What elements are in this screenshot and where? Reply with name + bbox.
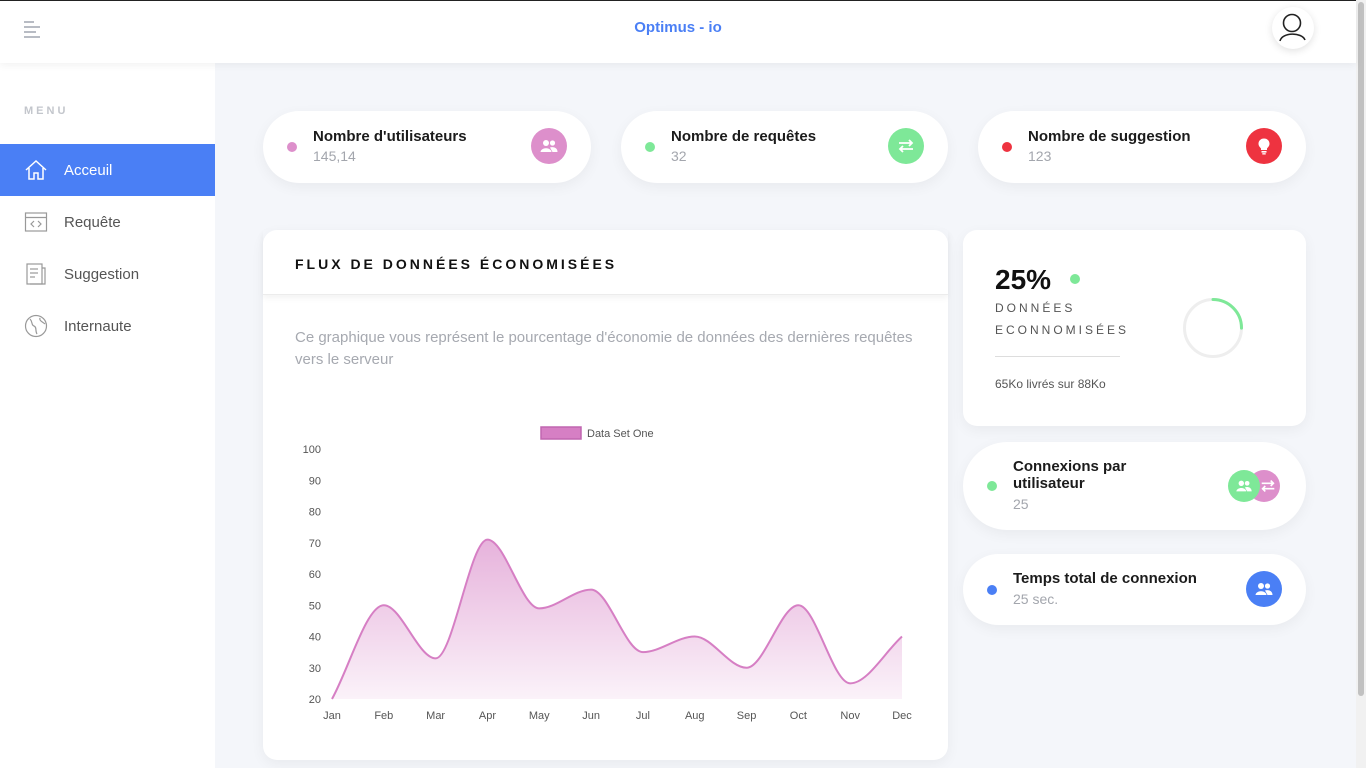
sidebar-item-label: Requête [64,213,121,231]
x-tick-label: Dec [892,710,912,722]
y-tick-label: 70 [309,538,321,550]
temps-value: 25 sec. [1013,591,1059,607]
page-scrollbar[interactable] [1356,0,1366,768]
chart-description: Ce graphique vous représent le pourcenta… [295,329,913,368]
x-tick-label: Oct [790,710,807,722]
temps-title: Temps total de connexion [1013,570,1197,587]
status-dot [987,585,997,595]
x-tick-label: Jul [636,710,650,722]
sidebar-item-acceuil[interactable]: Acceuil [0,144,215,196]
savings-detail: 65Ko livrés sur 88Ko [995,377,1106,391]
y-tick-label: 100 [303,444,321,456]
x-tick-label: Aug [685,710,705,722]
savings-percent: 25% [995,264,1052,295]
scrollbar-thumb[interactable] [1358,2,1364,696]
stat-title: Nombre de requêtes [671,128,817,145]
stat-title: Nombre de suggestion [1028,128,1191,145]
chart-card: FLUX DE DONNÉES ÉCONOMISÉES Ce graphique… [263,230,948,760]
sidebar-item-label: Acceuil [64,161,113,179]
stat-value: 145,14 [313,148,356,164]
x-tick-label: Feb [374,710,393,722]
sidebar-item-label: Suggestion [64,265,140,283]
savings-label-line1: DONNÉES [995,301,1076,315]
y-tick-label: 40 [309,632,321,644]
y-tick-label: 30 [309,663,321,675]
home-icon [25,159,47,180]
app-title: Optimus - io [634,19,722,36]
user-icon [1279,13,1306,42]
status-dot [1002,142,1012,152]
status-dot [645,142,655,152]
y-tick-label: 90 [309,475,321,487]
connexions-value: 25 [1013,496,1029,512]
lightbulb-icon [1246,128,1282,164]
y-tick-label: 80 [309,507,321,519]
data-savings-card: 25% DONNÉES ECONNOMISÉES 65Ko livrés sur… [963,230,1306,426]
series-line [331,538,903,700]
x-tick-label: Sep [737,710,757,722]
sidebar-item-requete[interactable]: Requête [0,196,215,248]
sidebar-item-internaute[interactable]: Internaute [0,300,215,352]
sidebar-item-suggestion[interactable]: Suggestion [0,248,215,300]
chart-card-title: FLUX DE DONNÉES ÉCONOMISÉES [295,256,618,272]
stat-title: Nombre d'utilisateurs [313,128,467,145]
y-tick-label: 50 [309,600,321,612]
x-tick-label: May [529,710,550,722]
stat-value: 123 [1028,148,1052,164]
x-tick-label: Jun [582,710,600,722]
chart-card-header: FLUX DE DONNÉES ÉCONOMISÉES [263,230,948,295]
user-avatar[interactable] [1272,7,1314,49]
users-icon [1228,470,1260,502]
status-dot [287,142,297,152]
x-tick-label: Jan [323,710,341,722]
y-tick-label: 60 [309,569,321,581]
swap-arrows-icon [888,128,924,164]
status-dot [987,481,997,491]
connexions-title-line2: utilisateur [1013,475,1085,492]
savings-donut-chart [1183,298,1243,358]
document-icon [26,263,46,285]
hamburger-menu-icon[interactable] [24,21,40,38]
area-chart: Data Set One 20 30 40 50 60 70 80 90 100 Jan Feb Mar… [303,426,912,722]
legend-label: Data Set One [587,428,654,440]
users-icon [1246,571,1282,607]
donut-progress-arc [1183,298,1243,358]
users-icon [531,128,567,164]
connexions-card: Connexions par utilisateur 25 [963,442,1306,530]
sidebar: MENU Acceuil Requête Suggestion [0,63,215,768]
stat-card-utilisateurs: Nombre d'utilisateurs 145,14 [263,111,591,183]
connexions-title-line1: Connexions par [1013,458,1127,475]
stat-card-requetes: Nombre de requêtes 32 [621,111,948,183]
status-dot [1070,274,1080,284]
stat-value: 32 [671,148,687,164]
y-tick-label: 20 [309,694,321,706]
stat-card-suggestion: Nombre de suggestion 123 [978,111,1306,183]
top-bar: Optimus - io [0,0,1356,63]
x-tick-label: Nov [840,710,860,722]
menu-label: MENU [24,105,69,117]
sidebar-item-label: Internaute [64,317,132,335]
code-window-icon [24,212,48,232]
globe-icon [24,314,48,338]
legend-swatch [540,426,582,440]
savings-label-line2: ECONNOMISÉES [995,323,1130,337]
divider [995,356,1120,357]
x-tick-label: Mar [426,710,445,722]
temps-connexion-card: Temps total de connexion 25 sec. [963,554,1306,625]
x-tick-label: Apr [479,710,496,722]
